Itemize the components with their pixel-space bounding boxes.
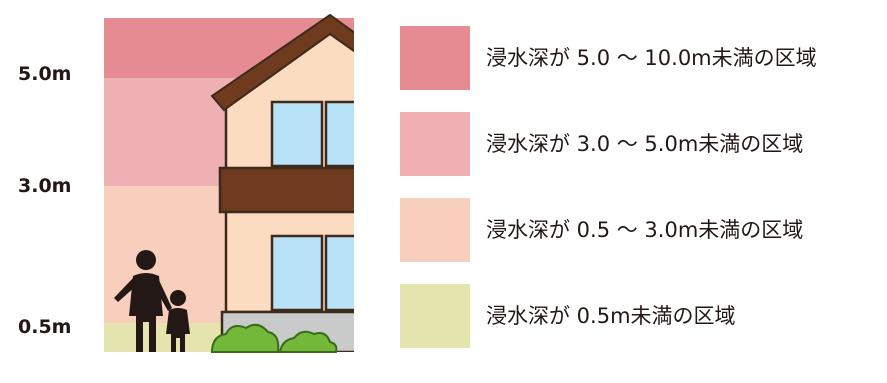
adult-and-child-icon bbox=[114, 250, 190, 352]
legend-item-under-0.5m: 浸水深が 0.5m未満の区域 bbox=[400, 284, 880, 348]
legend-swatch bbox=[400, 112, 470, 176]
legend-item-5-10m: 浸水深が 5.0 ～ 10.0m未満の区域 bbox=[400, 26, 880, 90]
legend-swatch bbox=[400, 26, 470, 90]
legend-label: 浸水深が 0.5 ～ 3.0m未満の区域 bbox=[486, 218, 804, 242]
legend-label: 浸水深が 5.0 ～ 10.0m未満の区域 bbox=[486, 46, 817, 70]
house-icon bbox=[210, 13, 354, 352]
scale-label-3m: 3.0m bbox=[18, 175, 72, 197]
bush-icon bbox=[210, 323, 338, 353]
legend-item-0.5-3m: 浸水深が 0.5 ～ 3.0m未満の区域 bbox=[400, 198, 880, 262]
legend-swatch bbox=[400, 198, 470, 262]
scale-label-0.5m: 0.5m bbox=[18, 316, 72, 338]
legend-label: 浸水深が 0.5m未満の区域 bbox=[486, 304, 736, 328]
scale-label-5m: 5.0m bbox=[18, 63, 72, 85]
legend-label: 浸水深が 3.0 ～ 5.0m未満の区域 bbox=[486, 132, 804, 156]
legend-swatch bbox=[400, 284, 470, 348]
legend-item-3-5m: 浸水深が 3.0 ～ 5.0m未満の区域 bbox=[400, 112, 880, 176]
